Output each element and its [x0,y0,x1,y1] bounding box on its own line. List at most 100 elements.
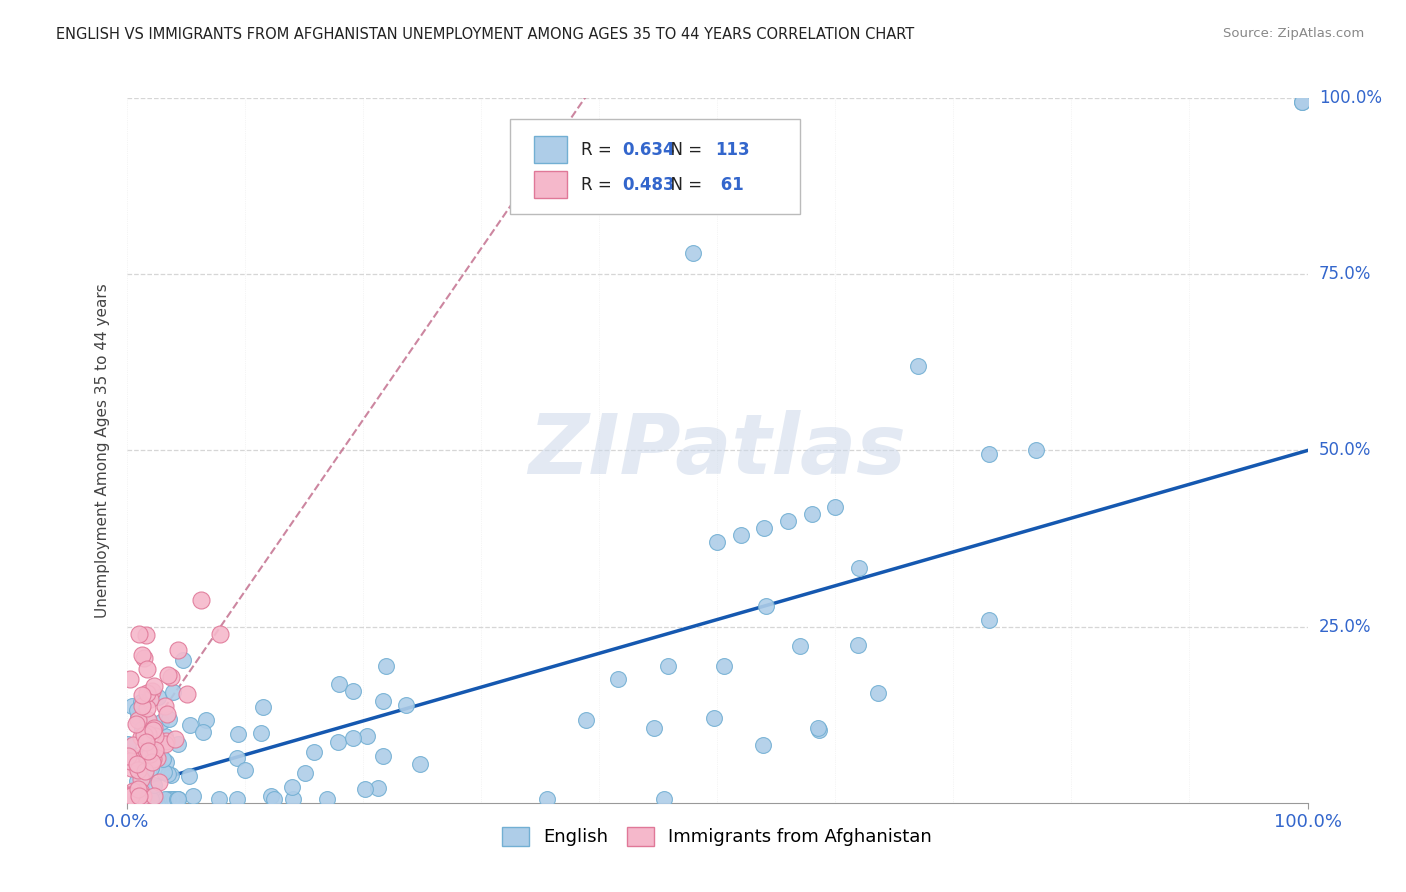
Point [131,698,153,713]
Point [652,792,675,806]
Point [233,763,256,777]
Point [120,673,142,687]
Point [117,737,139,751]
Point [304,745,326,759]
Point [142,721,165,735]
Point [142,751,165,765]
Point [127,710,149,724]
Point [127,758,149,772]
Point [752,738,775,752]
Point [136,744,159,758]
Point [226,751,249,765]
Point [375,659,398,673]
Point [128,783,150,797]
Point [194,713,217,727]
Point [163,792,186,806]
Point [606,672,628,686]
Y-axis label: Unemployment Among Ages 35 to 44 years: Unemployment Among Ages 35 to 44 years [94,283,110,618]
Point [1025,443,1047,458]
Text: R =: R = [581,141,617,159]
Point [977,613,1000,627]
Point [156,792,179,806]
Point [281,780,304,794]
Point [135,735,157,749]
Point [129,785,152,799]
Point [807,721,830,735]
Point [160,792,183,806]
Point [263,792,285,806]
FancyBboxPatch shape [510,120,800,214]
Point [128,789,150,803]
Point [153,765,176,780]
Point [367,780,389,795]
Point [134,765,156,780]
Point [141,762,163,776]
Point [122,755,145,769]
Point [136,792,159,806]
Point [132,789,155,803]
Point [703,711,725,725]
Point [643,722,665,736]
Point [148,774,170,789]
Point [120,751,142,765]
Point [706,535,728,549]
Point [1291,95,1313,109]
Point [157,767,180,781]
Point [139,792,162,806]
Point [142,789,165,803]
Point [125,757,148,772]
Point [142,792,165,806]
Point [122,792,145,806]
Point [131,648,153,663]
Point [249,726,271,740]
Text: 0.634: 0.634 [623,141,675,159]
Point [177,769,200,783]
Text: 50.0%: 50.0% [1319,442,1371,459]
Point [162,684,184,698]
Point [153,698,176,713]
Point [143,742,166,756]
Point [136,713,159,727]
Point [122,738,145,752]
Point [166,792,188,806]
Point [409,757,432,772]
Text: ZIPatlas: ZIPatlas [529,410,905,491]
Point [138,747,160,761]
Point [208,627,231,641]
Point [128,752,150,766]
Point [657,659,679,673]
Text: 75.0%: 75.0% [1319,265,1371,284]
Point [117,789,139,803]
Point [162,792,184,806]
Point [172,653,194,667]
Point [139,691,162,706]
Point [129,792,152,806]
Point [162,792,184,806]
Point [193,724,215,739]
Point [134,651,156,665]
Point [134,717,156,731]
Point [125,773,148,788]
Point [294,765,316,780]
Point [145,751,167,765]
Point [808,723,831,737]
Point [371,694,394,708]
Point [824,500,846,514]
Point [167,792,190,806]
Text: R =: R = [581,176,617,194]
Point [128,626,150,640]
Point [132,792,155,806]
Point [120,789,142,803]
Point [157,712,180,726]
Point [131,723,153,737]
Point [150,714,173,729]
Point [117,748,139,763]
Text: 113: 113 [714,141,749,159]
Point [342,683,364,698]
Point [136,711,159,725]
Point [127,764,149,778]
Point [190,593,212,607]
Point [129,731,152,745]
Point [142,723,165,737]
Point [127,714,149,728]
